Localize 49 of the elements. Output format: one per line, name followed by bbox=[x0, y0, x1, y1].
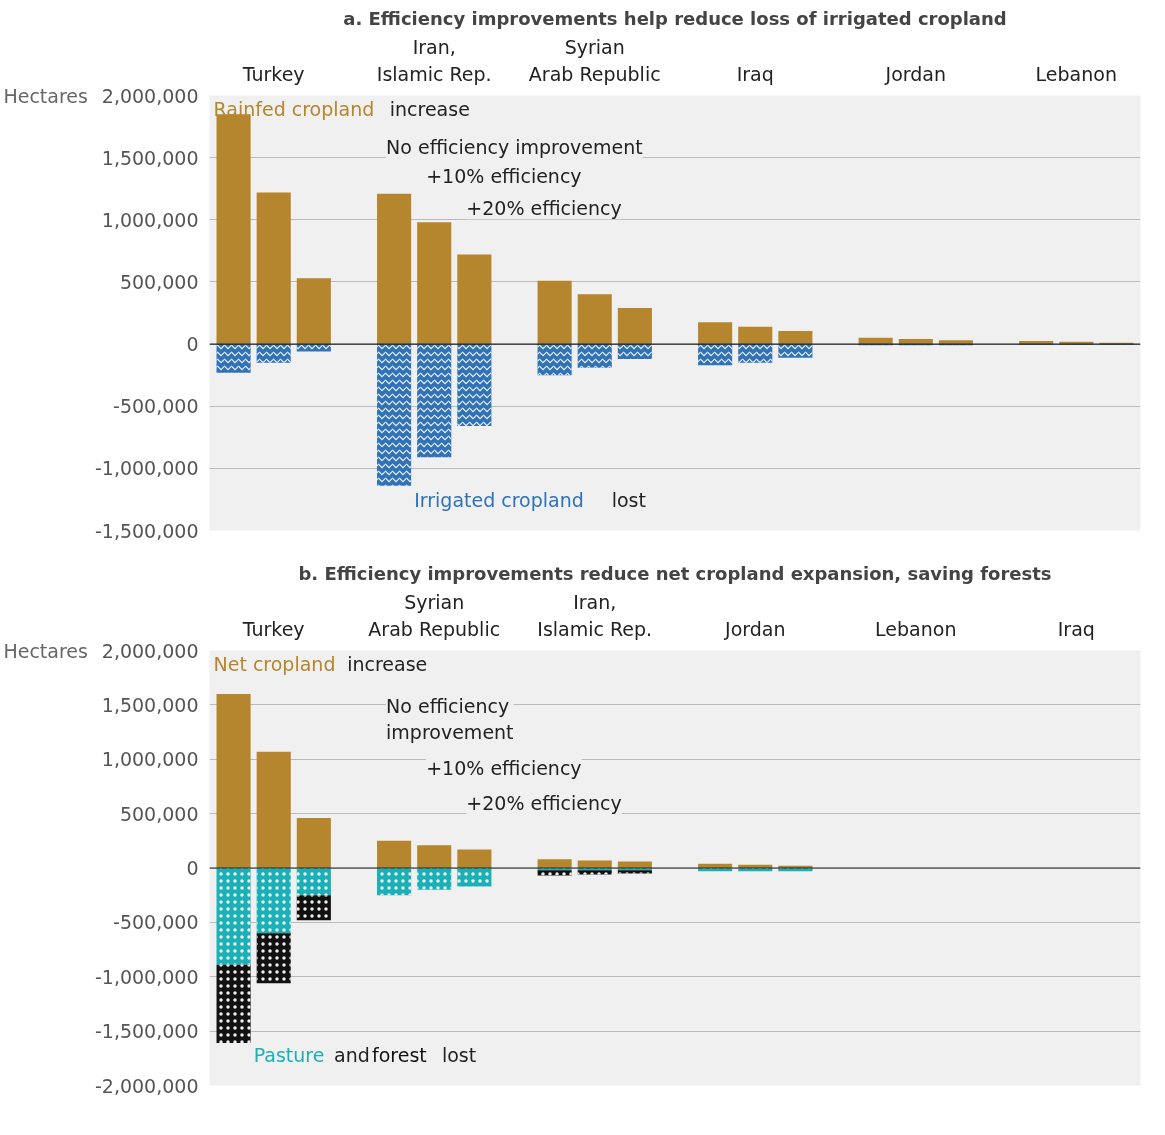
x-tick-label: Turkey bbox=[241, 62, 305, 85]
annotation: increase bbox=[389, 97, 470, 120]
y-axis-title: Hectares bbox=[3, 639, 88, 662]
y-tick-label: 500,000 bbox=[119, 802, 199, 825]
annotation: and bbox=[334, 1043, 370, 1066]
x-tick-label: Iraq bbox=[1057, 617, 1095, 640]
y-tick-label: 0 bbox=[186, 857, 199, 879]
chart-title: b. Efficiency improvements reduce net cropland expansion, saving forests bbox=[298, 562, 1052, 584]
x-tick-label: Syrian Arab Republic bbox=[368, 591, 501, 640]
x-tick-label: Lebanon bbox=[875, 617, 957, 640]
text: Pasture bbox=[253, 1043, 325, 1066]
y-tick-label: -1,500,000 bbox=[94, 519, 199, 542]
y-tick-label: 2,000,000 bbox=[101, 84, 199, 107]
series-label: Rainfed cropland bbox=[213, 97, 375, 120]
y-tick-label: 1,500,000 bbox=[101, 693, 199, 716]
annotation: No efficiency improvement bbox=[386, 695, 514, 744]
chart-title: a. Efficiency improvements help reduce loss of irrigated cropland bbox=[343, 7, 1007, 29]
x-tick-label: Iraq bbox=[736, 62, 774, 85]
y-tick-label: 1,000,000 bbox=[101, 748, 199, 771]
annotation: lost bbox=[611, 488, 646, 511]
y-tick-label: 1,500,000 bbox=[101, 146, 199, 169]
y-tick-label: -1,500,000 bbox=[94, 1020, 199, 1043]
annotation: increase bbox=[347, 652, 428, 675]
x-tick-label: Jordan bbox=[724, 617, 786, 640]
annotation: +20% efficiency bbox=[466, 197, 622, 220]
annotation: No efficiency improvement bbox=[386, 136, 643, 159]
y-tick-label: 500,000 bbox=[119, 270, 199, 293]
x-tick-label: Iran, Islamic Rep. bbox=[376, 36, 492, 85]
y-tick-label: -1,000,000 bbox=[94, 457, 199, 480]
y-tick-label: -500,000 bbox=[113, 911, 199, 934]
series-label: Net cropland bbox=[213, 652, 336, 675]
annotation: lost bbox=[441, 1043, 477, 1066]
x-tick-label: Lebanon bbox=[1035, 62, 1117, 85]
x-tick-label: Syrian Arab Republic bbox=[528, 36, 661, 85]
series-label: Irrigated cropland bbox=[414, 488, 584, 511]
annotation: +20% efficiency bbox=[466, 792, 622, 815]
y-tick-label: -500,000 bbox=[113, 395, 199, 418]
y-axis-title: Hectares bbox=[3, 84, 88, 107]
x-tick-label: Turkey bbox=[241, 617, 305, 640]
x-tick-label: Jordan bbox=[884, 62, 946, 85]
y-tick-label: 2,000,000 bbox=[101, 639, 199, 662]
annotation: +10% efficiency bbox=[426, 165, 582, 188]
y-tick-label: 1,000,000 bbox=[101, 208, 199, 231]
y-tick-label: -2,000,000 bbox=[94, 1074, 199, 1097]
text: forest bbox=[372, 1043, 427, 1066]
annotation: +10% efficiency bbox=[426, 756, 582, 779]
y-tick-label: 0 bbox=[186, 333, 199, 356]
x-tick-label: Iran, Islamic Rep. bbox=[537, 591, 653, 640]
y-tick-label: -1,000,000 bbox=[94, 965, 199, 988]
